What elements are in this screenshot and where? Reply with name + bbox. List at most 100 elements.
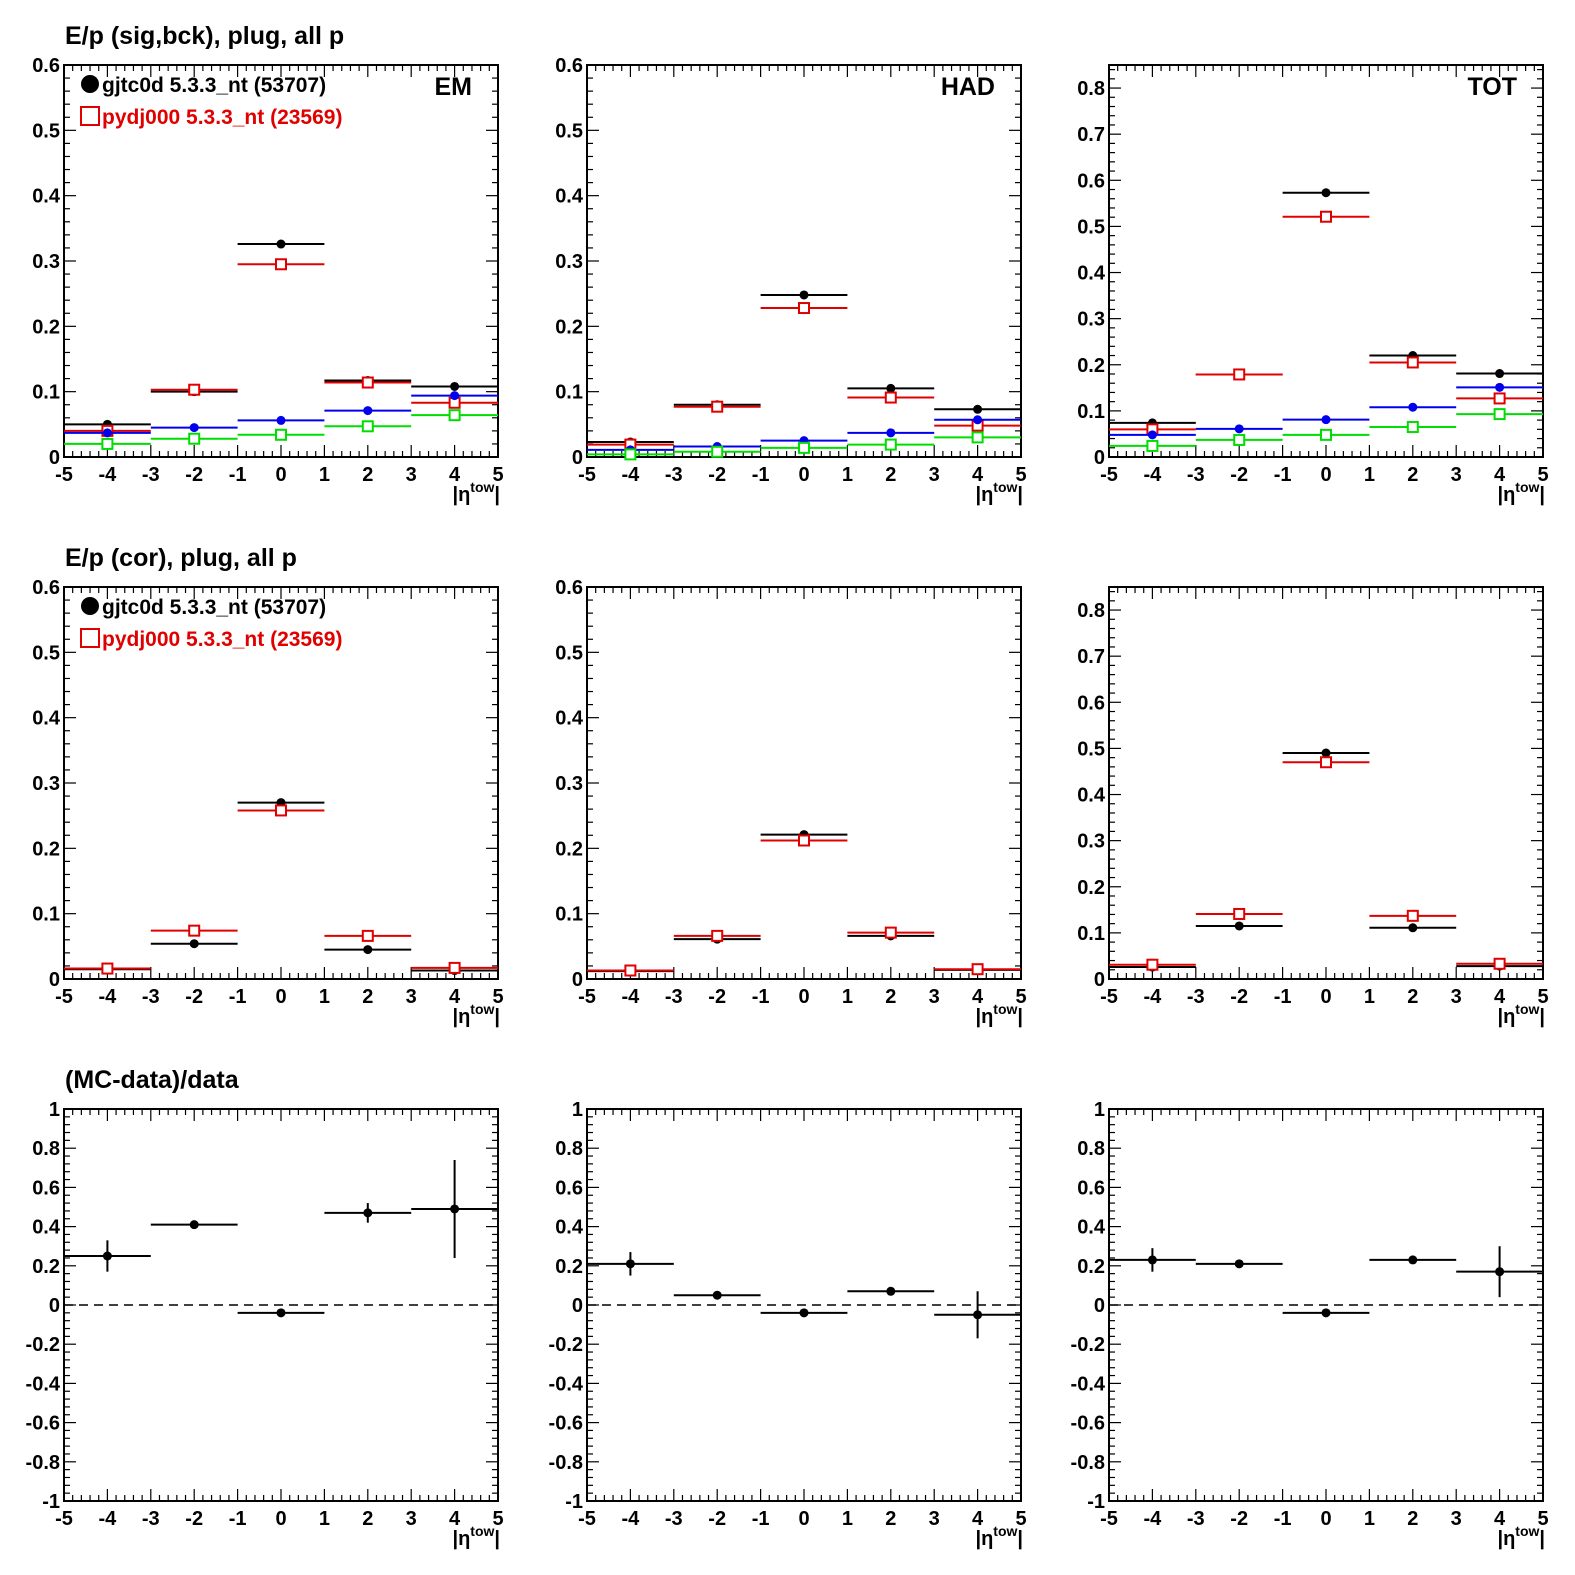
x-tick-label: -2 (1230, 1508, 1248, 1530)
data-point (971, 963, 984, 976)
x-tick-label: 0 (1320, 1508, 1331, 1530)
legend-marker (80, 106, 100, 126)
y-tick-label: 0.4 (1077, 1217, 1106, 1239)
panel-2-1: -5 -4 -3 -2 -1 0 1 2 3 4 5|ηtow| 0 0.1 0.2 0.3 0.4 0.5 0.… (32, 577, 503, 1028)
data-point (101, 962, 114, 975)
data-point (884, 438, 897, 451)
y-tick-label: 0.1 (555, 904, 583, 926)
x-tick-label: 0 (275, 986, 286, 1008)
x-tick-label: 2 (885, 986, 896, 1008)
data-point (361, 376, 374, 389)
panel-tag: HAD (941, 73, 995, 101)
y-tick-label: 0.3 (1077, 831, 1105, 853)
data-point (799, 290, 809, 300)
data-point (448, 961, 461, 974)
data-point (798, 302, 810, 315)
y-tick-label: 0.6 (32, 55, 60, 77)
panel-3-1: -5 -4 -3 -2 -1 0 1 2 3 4 5|ηtow| -1 -0.8 -0.6 -0.4 -0.2… (26, 1099, 504, 1550)
x-tick-label: 2 (885, 464, 896, 486)
data-point (711, 400, 724, 413)
y-tick-label: 0 (49, 1295, 60, 1317)
data-point (188, 432, 201, 445)
x-tick-label: 3 (1451, 986, 1462, 1008)
x-tick-label: -5 (55, 986, 73, 1008)
data-point (448, 409, 461, 422)
y-tick-label: -0.2 (26, 1334, 60, 1356)
data-point (275, 804, 287, 817)
data-point (276, 239, 286, 249)
data-point (973, 404, 983, 414)
panel-tag: TOT (1467, 73, 1517, 101)
series-2 (1109, 382, 1543, 440)
x-tick-label: -1 (1274, 986, 1292, 1008)
x-tick-label: 4 (449, 464, 461, 486)
x-tick-label: -4 (1144, 986, 1163, 1008)
x-tick-label: -4 (99, 464, 118, 486)
panel-2-2: -5 -4 -3 -2 -1 0 1 2 3 4 5|ηtow| 0 0.1 0.2 0.3 0.4 0.5 0.… (555, 577, 1026, 1028)
data-point (1493, 957, 1506, 970)
data-point (189, 1220, 199, 1230)
x-tick-label: 3 (406, 1508, 417, 1530)
x-axis-title: |ηtow| (452, 1523, 500, 1550)
data-point (886, 383, 896, 393)
y-tick-label: 0.2 (555, 1256, 583, 1278)
series-3 (64, 409, 498, 450)
y-tick-label: 0 (572, 969, 583, 991)
y-tick-label: -1 (42, 1491, 60, 1513)
y-tick-label: 0.6 (1077, 692, 1105, 714)
panels: -5 -4 -3 -2 -1 0 1 2 3 4 5|ηtow|00.10.20.30.40.50.… (26, 55, 1549, 1550)
panel-1-1: -5 -4 -3 -2 -1 0 1 2 3 4 5|ηtow| 0 0.1 0.2 0.3 0.4 0.5 0.… (32, 55, 503, 506)
row-title-sig-bck: E/p (sig,bck), plug, all p (65, 22, 344, 50)
x-tick-label: 4 (972, 464, 984, 486)
y-tick-label: 0 (1094, 447, 1105, 469)
x-tick-label: 5 (492, 464, 503, 486)
data-point (798, 441, 810, 454)
y-tick-label: 0.1 (32, 382, 60, 404)
x-tick-label: -4 (99, 986, 118, 1008)
data-point (711, 929, 724, 942)
x-tick-label: -1 (229, 464, 247, 486)
data-point (1234, 424, 1244, 434)
y-tick-label: 1 (1094, 1099, 1105, 1121)
x-tick-label: -5 (578, 986, 596, 1008)
x-tick-label: 1 (842, 1508, 853, 1530)
series-0 (587, 1252, 1021, 1339)
y-tick-label: -0.6 (549, 1413, 583, 1435)
data-point (275, 258, 287, 271)
x-tick-label: -1 (752, 464, 770, 486)
x-tick-label: 2 (1407, 464, 1418, 486)
panel-3-3: -5 -4 -3 -2 -1 0 1 2 3 4 5|ηtow| -1 -0.8 -0.6 -0.4 -0.2… (1071, 1099, 1549, 1550)
x-tick-label: 1 (1364, 986, 1375, 1008)
x-tick-label: -3 (1187, 986, 1205, 1008)
x-axis-title: |ηtow| (975, 1523, 1023, 1550)
x-tick-label: -1 (1274, 464, 1292, 486)
data-point (799, 1308, 809, 1318)
x-tick-label: -5 (1100, 464, 1118, 486)
data-point (711, 445, 724, 458)
legend-label: pydj000 5.3.3_nt (23569) (102, 106, 342, 129)
x-tick-label: 0 (1320, 986, 1331, 1008)
row-title-ratio: (MC-data)/data (65, 1066, 240, 1094)
data-point (1147, 1255, 1157, 1265)
series-1 (1109, 756, 1543, 971)
x-tick-label: -5 (55, 464, 73, 486)
x-tick-label: -1 (1274, 1508, 1292, 1530)
y-tick-label: 0.2 (32, 316, 60, 338)
x-tick-label: -4 (99, 1508, 118, 1530)
y-tick-label: 0.8 (1077, 78, 1105, 100)
x-tick-label: 2 (362, 1508, 373, 1530)
y-tick-label: 0.3 (32, 773, 60, 795)
y-tick-label: -0.8 (26, 1452, 60, 1474)
data-point (1233, 433, 1246, 446)
legend: gjtc0d 5.3.3_nt (53707) pydj000 5.3.3_nt … (80, 596, 342, 651)
x-tick-label: 3 (929, 464, 940, 486)
x-tick-label: 5 (1537, 1508, 1548, 1530)
data-point (102, 1251, 112, 1261)
y-tick-label: -0.6 (1071, 1413, 1105, 1435)
x-tick-label: 3 (929, 1508, 940, 1530)
series-1 (587, 302, 1021, 451)
series-2 (64, 391, 498, 438)
data-point (450, 381, 460, 391)
y-tick-label: 0.1 (1077, 923, 1105, 945)
x-tick-label: -2 (1230, 464, 1248, 486)
